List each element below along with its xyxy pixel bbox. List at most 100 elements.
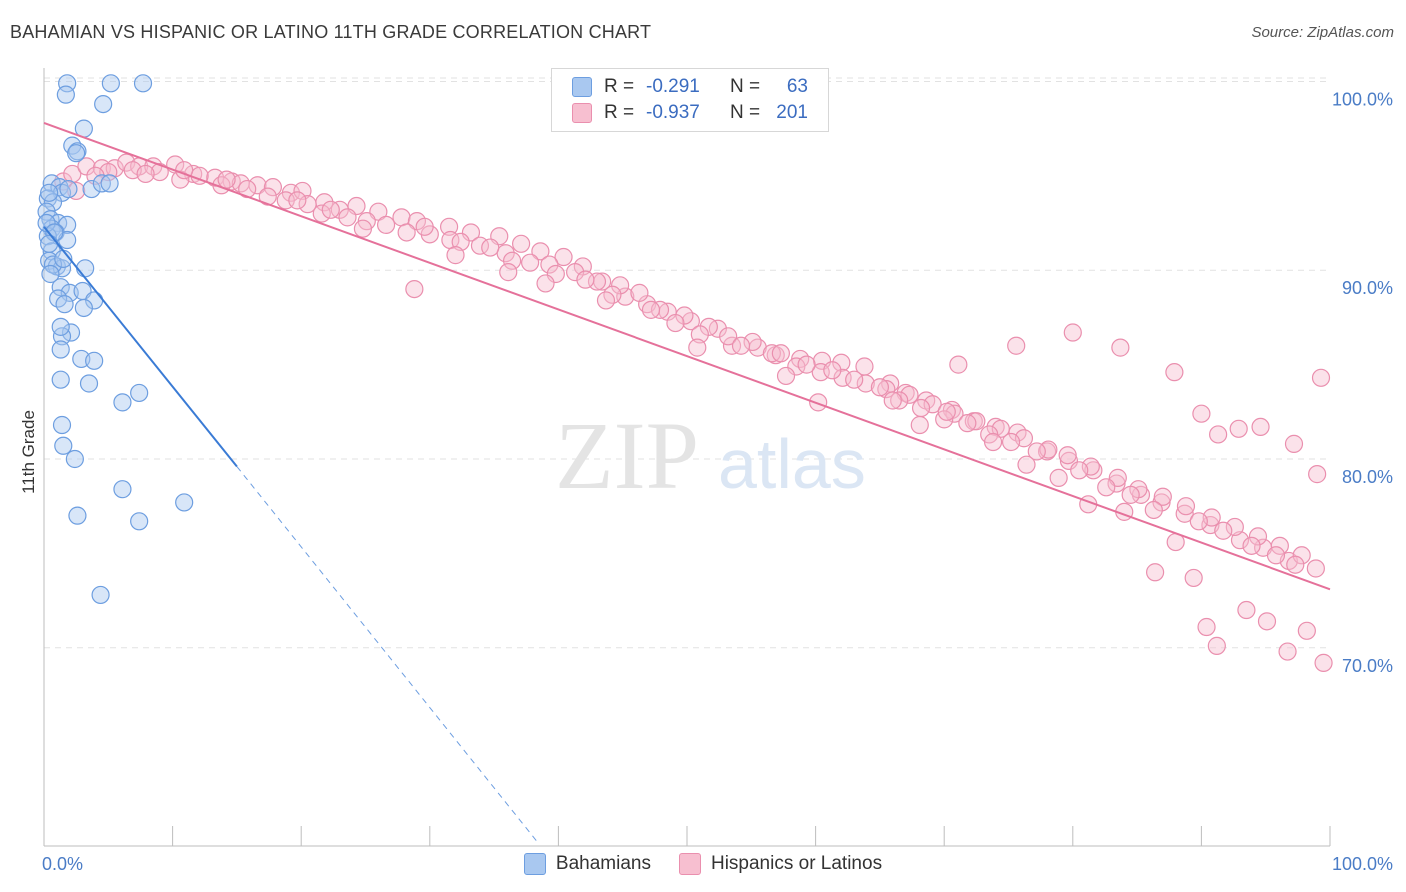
- bahamian-point: [67, 144, 86, 163]
- bahamian-point: [52, 415, 72, 435]
- hispanic-point: [870, 378, 890, 397]
- bahamian-point: [55, 295, 74, 314]
- hispanic-point: [666, 313, 685, 333]
- hispanic-point: [1297, 621, 1316, 640]
- hispanic-point: [809, 393, 828, 412]
- bahamian-point: [61, 323, 81, 342]
- trend-lines: [43, 122, 1331, 845]
- bahamian-point: [113, 393, 132, 412]
- bahamian-point: [130, 383, 149, 403]
- series-bahamians-points: [37, 74, 194, 605]
- bahamian-point: [51, 317, 70, 336]
- hispanic-point: [1017, 455, 1036, 474]
- legend-r-value: -0.937: [646, 102, 700, 123]
- y-tick-label: 90.0%: [1342, 278, 1393, 298]
- hispanic-point: [540, 255, 559, 274]
- y-tick-label: 100.0%: [1332, 89, 1393, 109]
- bahamian-point: [175, 493, 194, 512]
- hispanic-point: [446, 246, 465, 265]
- bahamian-point: [41, 264, 60, 284]
- hispanic-point: [1270, 536, 1289, 555]
- bahamian-point: [133, 74, 153, 93]
- watermark-zip: ZIP: [555, 402, 699, 509]
- source-label: Source: ZipAtlas.com: [1251, 24, 1394, 41]
- x-tick-label-left: 0.0%: [42, 854, 83, 874]
- legend-n-value: 63: [786, 76, 808, 97]
- bahamian-point: [51, 340, 70, 359]
- hispanic-point: [1081, 457, 1100, 476]
- bahamian-point: [68, 506, 87, 525]
- hispanic-point: [877, 380, 896, 399]
- hispanic-point: [910, 415, 929, 435]
- grid-lines: [44, 77, 1330, 649]
- hispanic-point: [1001, 432, 1021, 452]
- hispanic-point: [1214, 521, 1233, 540]
- bottom-legend-item-bahamians: Bahamians: [523, 853, 651, 875]
- y-tick-label: 70.0%: [1342, 656, 1393, 676]
- hispanic-point: [1225, 517, 1244, 537]
- hispanic-point: [1266, 546, 1286, 565]
- hispanic-point: [811, 363, 830, 382]
- hispanic-point: [1286, 555, 1305, 574]
- legend-n-value: 201: [776, 102, 808, 123]
- hispanic-point: [531, 242, 550, 261]
- hispanic-point: [1070, 461, 1089, 480]
- hispanic-point: [1184, 568, 1203, 588]
- bahamian-point: [52, 327, 72, 346]
- hispanic-point: [1027, 442, 1046, 461]
- hispanic-point: [596, 291, 616, 310]
- hispanic-point: [1242, 536, 1261, 555]
- hispanic-point: [338, 208, 357, 227]
- bottom-legend-swatch-hispanics: [678, 853, 701, 875]
- bahamian-trend-extension: [236, 466, 540, 845]
- hispanic-trend-line: [43, 122, 1331, 591]
- hispanic-point: [1308, 465, 1327, 484]
- hispanic-point: [1237, 600, 1256, 620]
- hispanic-point: [499, 263, 518, 282]
- hispanic-point: [823, 361, 842, 380]
- bahamian-point: [56, 85, 75, 104]
- hispanic-point: [439, 217, 459, 236]
- bahamian-point: [54, 436, 73, 455]
- hispanic-point: [731, 336, 751, 355]
- chart-title: BAHAMIAN VS HISPANIC OR LATINO 11TH GRAD…: [10, 22, 652, 42]
- hispanic-point: [776, 366, 796, 386]
- hispanic-point: [298, 195, 317, 214]
- hispanic-point: [771, 344, 790, 363]
- watermark-atlas: atlas: [718, 425, 866, 503]
- hispanic-point: [397, 223, 416, 242]
- bahamian-point: [82, 179, 101, 199]
- hispanic-point: [63, 164, 82, 184]
- hispanic-point: [911, 398, 931, 418]
- bahamian-point: [85, 351, 104, 370]
- hispanic-point: [1311, 368, 1331, 387]
- hispanic-point: [1189, 512, 1208, 531]
- bottom-legend-swatch-bahamians: [523, 853, 546, 875]
- bahamian-point: [52, 259, 72, 278]
- hispanic-point: [248, 176, 267, 195]
- hispanic-point: [611, 276, 630, 295]
- bahamian-point: [51, 278, 70, 297]
- bahamian-point: [100, 174, 119, 193]
- hispanic-point: [353, 219, 373, 238]
- bahamian-point: [51, 370, 70, 389]
- watermark: ZIP atlas: [555, 402, 866, 509]
- hispanic-point: [1251, 417, 1270, 437]
- hispanic-point: [1153, 487, 1172, 506]
- bahamian-point: [94, 94, 113, 114]
- hispanic-point: [481, 238, 500, 257]
- y-axis-label: 11th Grade: [19, 410, 38, 494]
- hispanic-point: [392, 208, 411, 227]
- legend-r-value: -0.291: [646, 76, 700, 97]
- bahamian-point: [92, 174, 111, 193]
- hispanic-point: [1284, 434, 1304, 453]
- hispanic-point: [415, 217, 434, 236]
- hispanic-point: [566, 263, 585, 282]
- hispanic-point: [1229, 419, 1248, 438]
- hispanic-point: [321, 200, 340, 219]
- hispanic-point: [1007, 336, 1026, 355]
- bahamian-trend-line: [43, 226, 238, 468]
- hispanic-point: [890, 391, 909, 410]
- hispanic-point: [503, 251, 522, 270]
